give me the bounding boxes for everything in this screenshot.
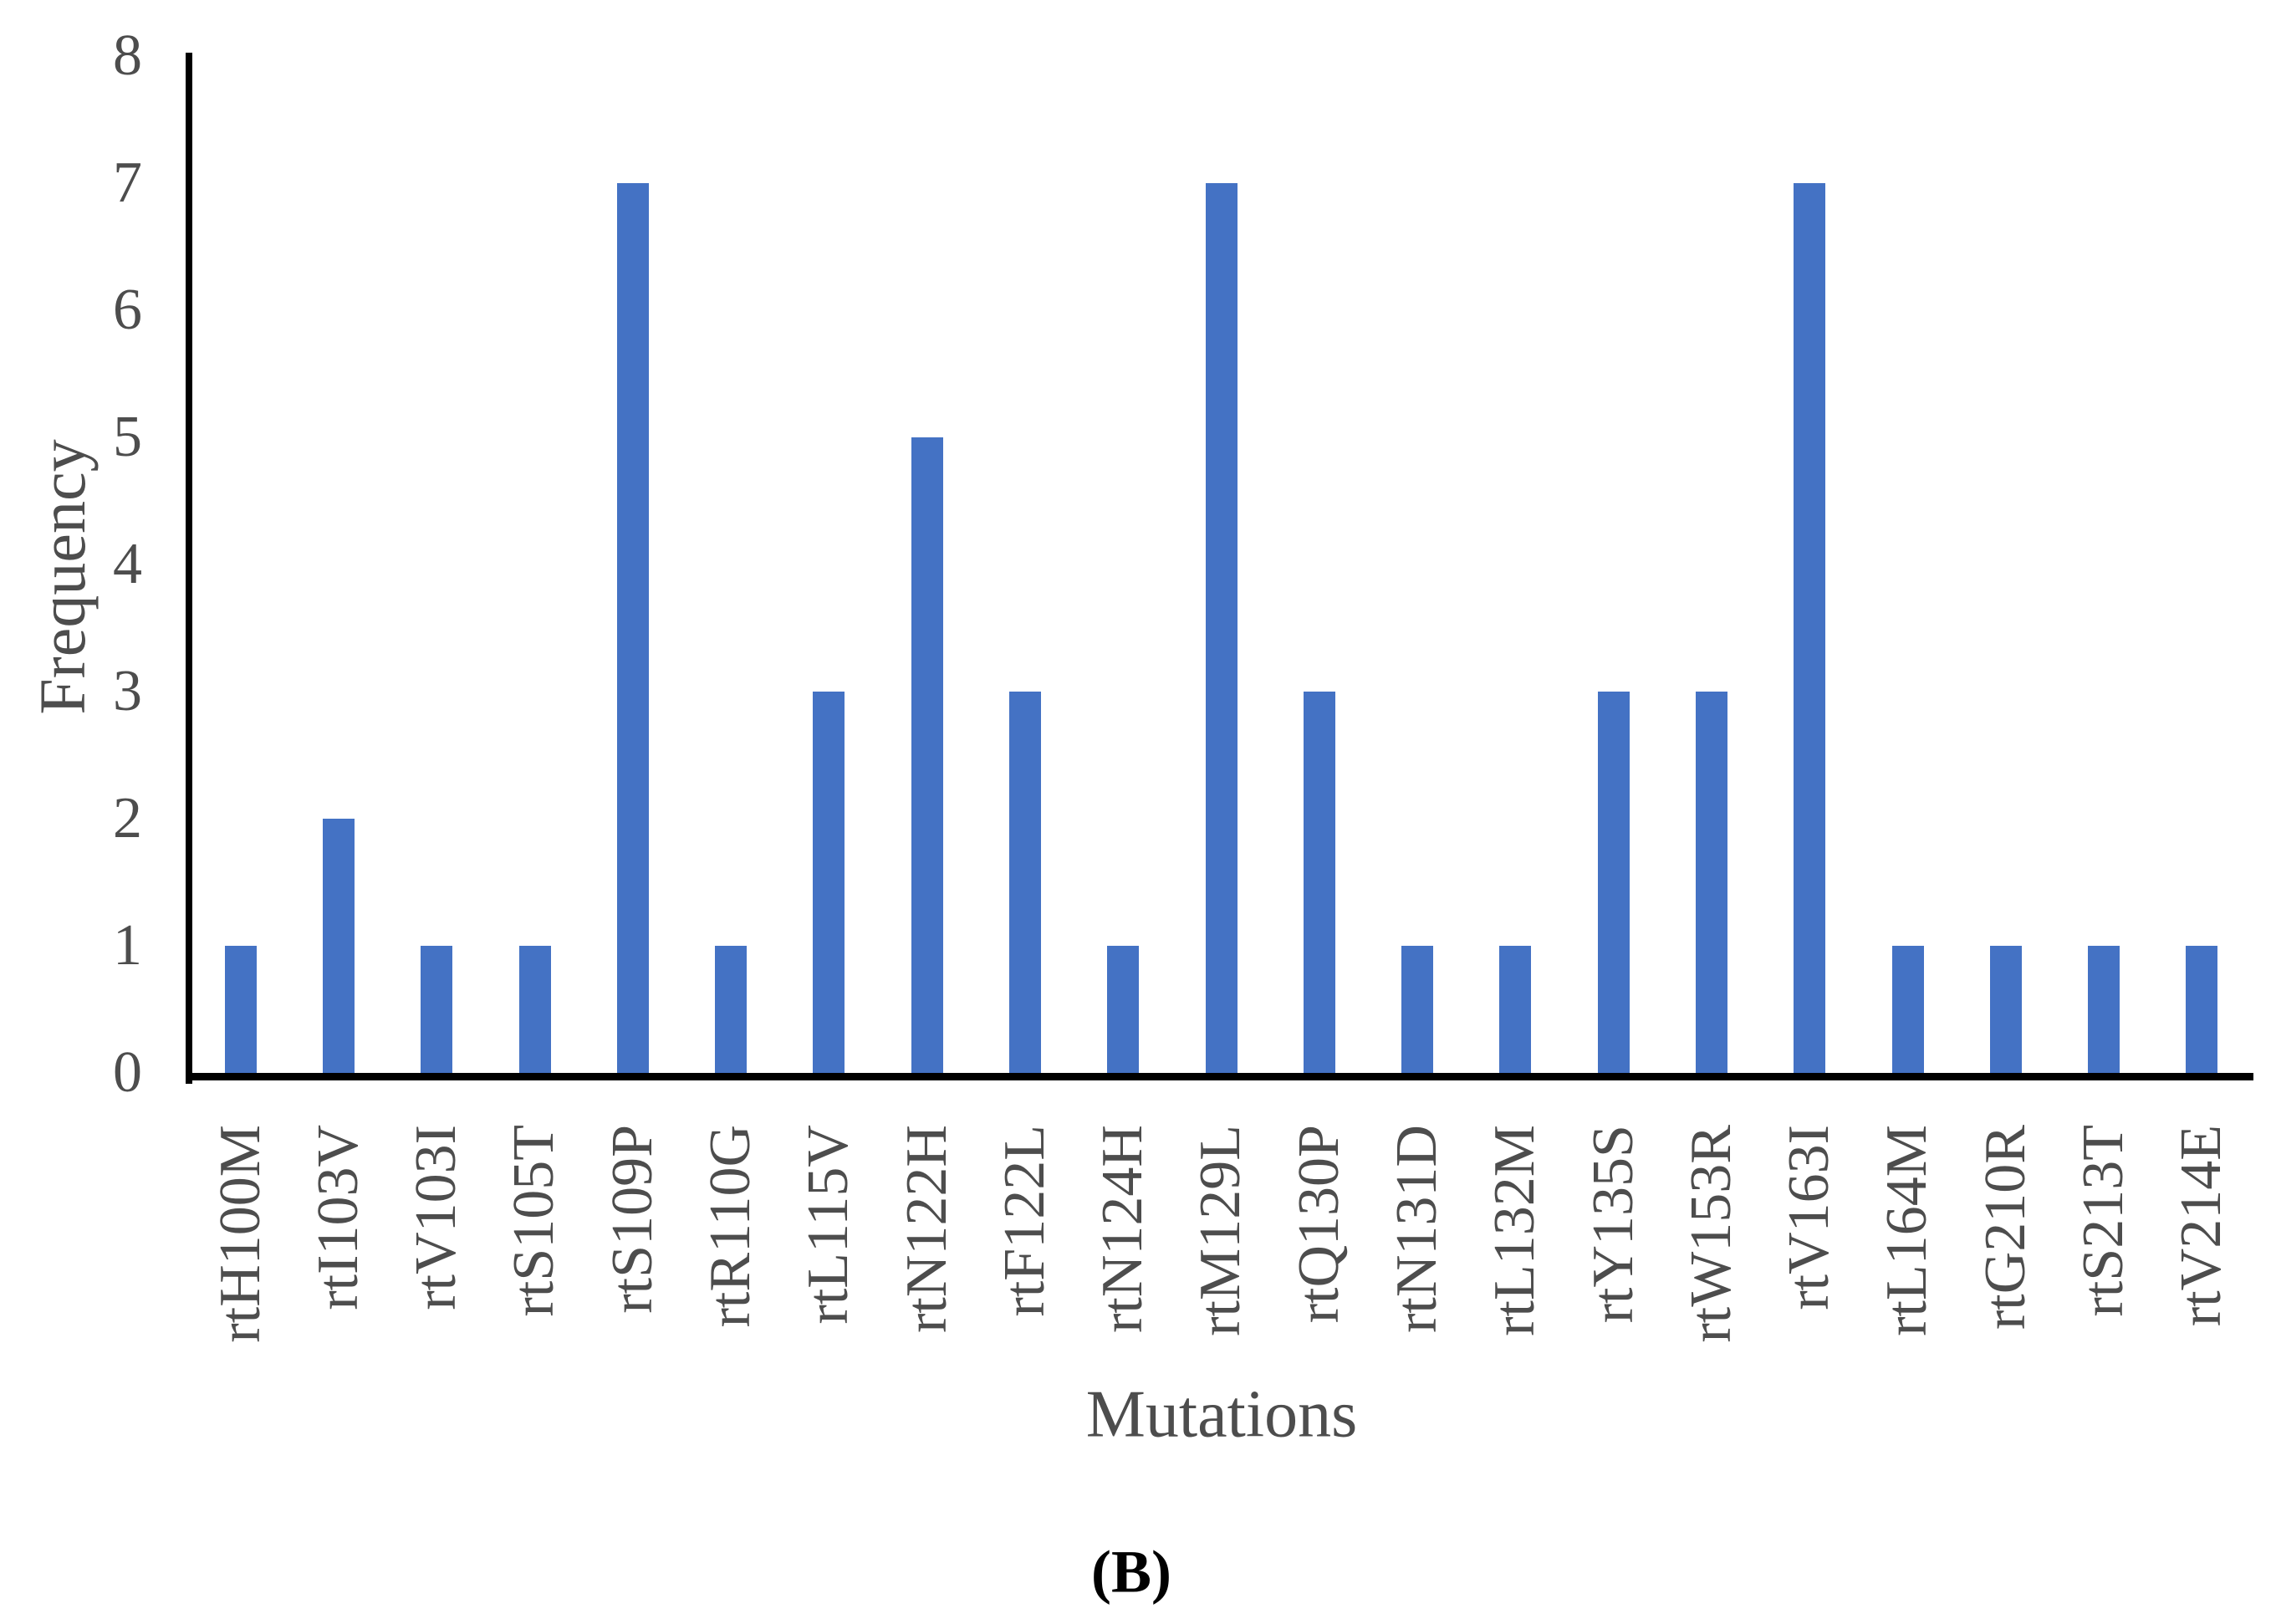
- bar-rtL115V: [813, 692, 845, 1073]
- bar-rtV103I: [421, 946, 453, 1073]
- x-tick-text: rtL115V: [796, 1125, 861, 1325]
- x-tick-label-rtS109P: rtS109P: [584, 1125, 681, 1409]
- x-tick-label-rtV214E: rtV214E: [2153, 1125, 2251, 1409]
- x-tick-label-rtI103V: rtI103V: [289, 1125, 387, 1409]
- bar-rtF122L: [1008, 692, 1041, 1073]
- x-tick-text: rtV214E: [2169, 1125, 2234, 1327]
- x-tick-label-rtS105T: rtS105T: [486, 1125, 584, 1409]
- x-tick-label-rtM129L: rtM129L: [1172, 1125, 1270, 1409]
- x-tick-text: rtV103I: [404, 1125, 469, 1310]
- x-tick-text: rtG210R: [1972, 1125, 2038, 1330]
- x-tick-text: rtL132M: [1482, 1125, 1548, 1336]
- bar-rtS213T: [2088, 946, 2120, 1073]
- bar-rtN122H: [911, 437, 943, 1073]
- x-tick-text: rtS105T: [502, 1125, 567, 1317]
- x-tick-text: rtM129L: [1188, 1125, 1253, 1336]
- x-tick-text: rtQ130P: [1286, 1125, 1351, 1324]
- y-axis-line: [186, 53, 192, 1084]
- y-tick-5: 5: [113, 405, 142, 469]
- bar-rtV163I: [1794, 183, 1826, 1073]
- x-tick-text: rtS213T: [2071, 1125, 2136, 1317]
- x-tick-label-rtS213T: rtS213T: [2054, 1125, 2152, 1409]
- bar-rtS109P: [616, 183, 649, 1073]
- x-tick-text: rtL164M: [1875, 1125, 1940, 1336]
- bar-rtH100M: [224, 946, 257, 1073]
- x-tick-text: rtV163I: [1777, 1125, 1842, 1310]
- x-tick-label-rtW153R: rtW153R: [1662, 1125, 1760, 1409]
- bar-rtV214E: [2186, 946, 2218, 1073]
- bar-rtR110G: [715, 946, 748, 1073]
- x-tick-label-rtF122L: rtF122L: [976, 1125, 1074, 1409]
- bar-rtM129L: [1205, 183, 1238, 1073]
- x-tick-text: rtR110G: [698, 1125, 763, 1328]
- bar-rtQ130P: [1303, 692, 1335, 1073]
- x-tick-text: rtY135S: [1580, 1125, 1646, 1324]
- x-tick-label-rtY135S: rtY135S: [1564, 1125, 1662, 1409]
- y-tick-6: 6: [113, 278, 142, 342]
- x-tick-label-rtN124H: rtN124H: [1074, 1125, 1172, 1409]
- x-tick-label-rtN122H: rtN122H: [878, 1125, 976, 1409]
- x-tick-label-rtL115V: rtL115V: [780, 1125, 878, 1409]
- x-tick-label-rtQ130P: rtQ130P: [1270, 1125, 1368, 1409]
- bar-rtN131D: [1401, 946, 1434, 1073]
- x-tick-text: rtH100M: [207, 1125, 273, 1343]
- x-tick-text: rtI103V: [305, 1125, 370, 1310]
- bar-rtI103V: [322, 819, 355, 1073]
- bar-rtL164M: [1891, 946, 1924, 1073]
- x-tick-label-rtV103I: rtV103I: [388, 1125, 486, 1409]
- y-tick-4: 4: [113, 532, 142, 596]
- y-tick-3: 3: [113, 659, 142, 723]
- x-tick-label-rtH100M: rtH100M: [191, 1125, 289, 1409]
- x-tick-text: rtS109P: [600, 1125, 665, 1314]
- x-tick-text: rtN122H: [894, 1125, 959, 1333]
- panel-label: (B): [1091, 1538, 1171, 1606]
- x-tick-label-rtL164M: rtL164M: [1859, 1125, 1957, 1409]
- x-tick-label-rtV163I: rtV163I: [1761, 1125, 1859, 1409]
- x-axis-title: Mutations: [1085, 1377, 1358, 1452]
- bar-rtG210R: [1989, 946, 2022, 1073]
- y-tick-0: 0: [113, 1040, 142, 1105]
- x-tick-text: rtW153R: [1678, 1125, 1743, 1343]
- bar-rtS105T: [518, 946, 551, 1073]
- x-tick-text: rtF122L: [992, 1125, 1057, 1317]
- x-axis-line: [186, 1073, 2253, 1080]
- x-tick-label-rtG210R: rtG210R: [1957, 1125, 2054, 1409]
- bar-rtY135S: [1597, 692, 1630, 1073]
- bar-rtL132M: [1499, 946, 1532, 1073]
- y-tick-2: 2: [113, 786, 142, 850]
- y-tick-8: 8: [113, 23, 142, 88]
- x-tick-label-rtN131D: rtN131D: [1368, 1125, 1466, 1409]
- y-tick-7: 7: [113, 151, 142, 215]
- bar-rtW153R: [1695, 692, 1727, 1073]
- x-tick-label-rtL132M: rtL132M: [1467, 1125, 1564, 1409]
- x-tick-label-rtR110G: rtR110G: [681, 1125, 779, 1409]
- bar-rtN124H: [1107, 946, 1140, 1073]
- y-tick-1: 1: [113, 913, 142, 978]
- x-tick-text: rtN124H: [1090, 1125, 1156, 1333]
- x-tick-text: rtN131D: [1385, 1125, 1450, 1333]
